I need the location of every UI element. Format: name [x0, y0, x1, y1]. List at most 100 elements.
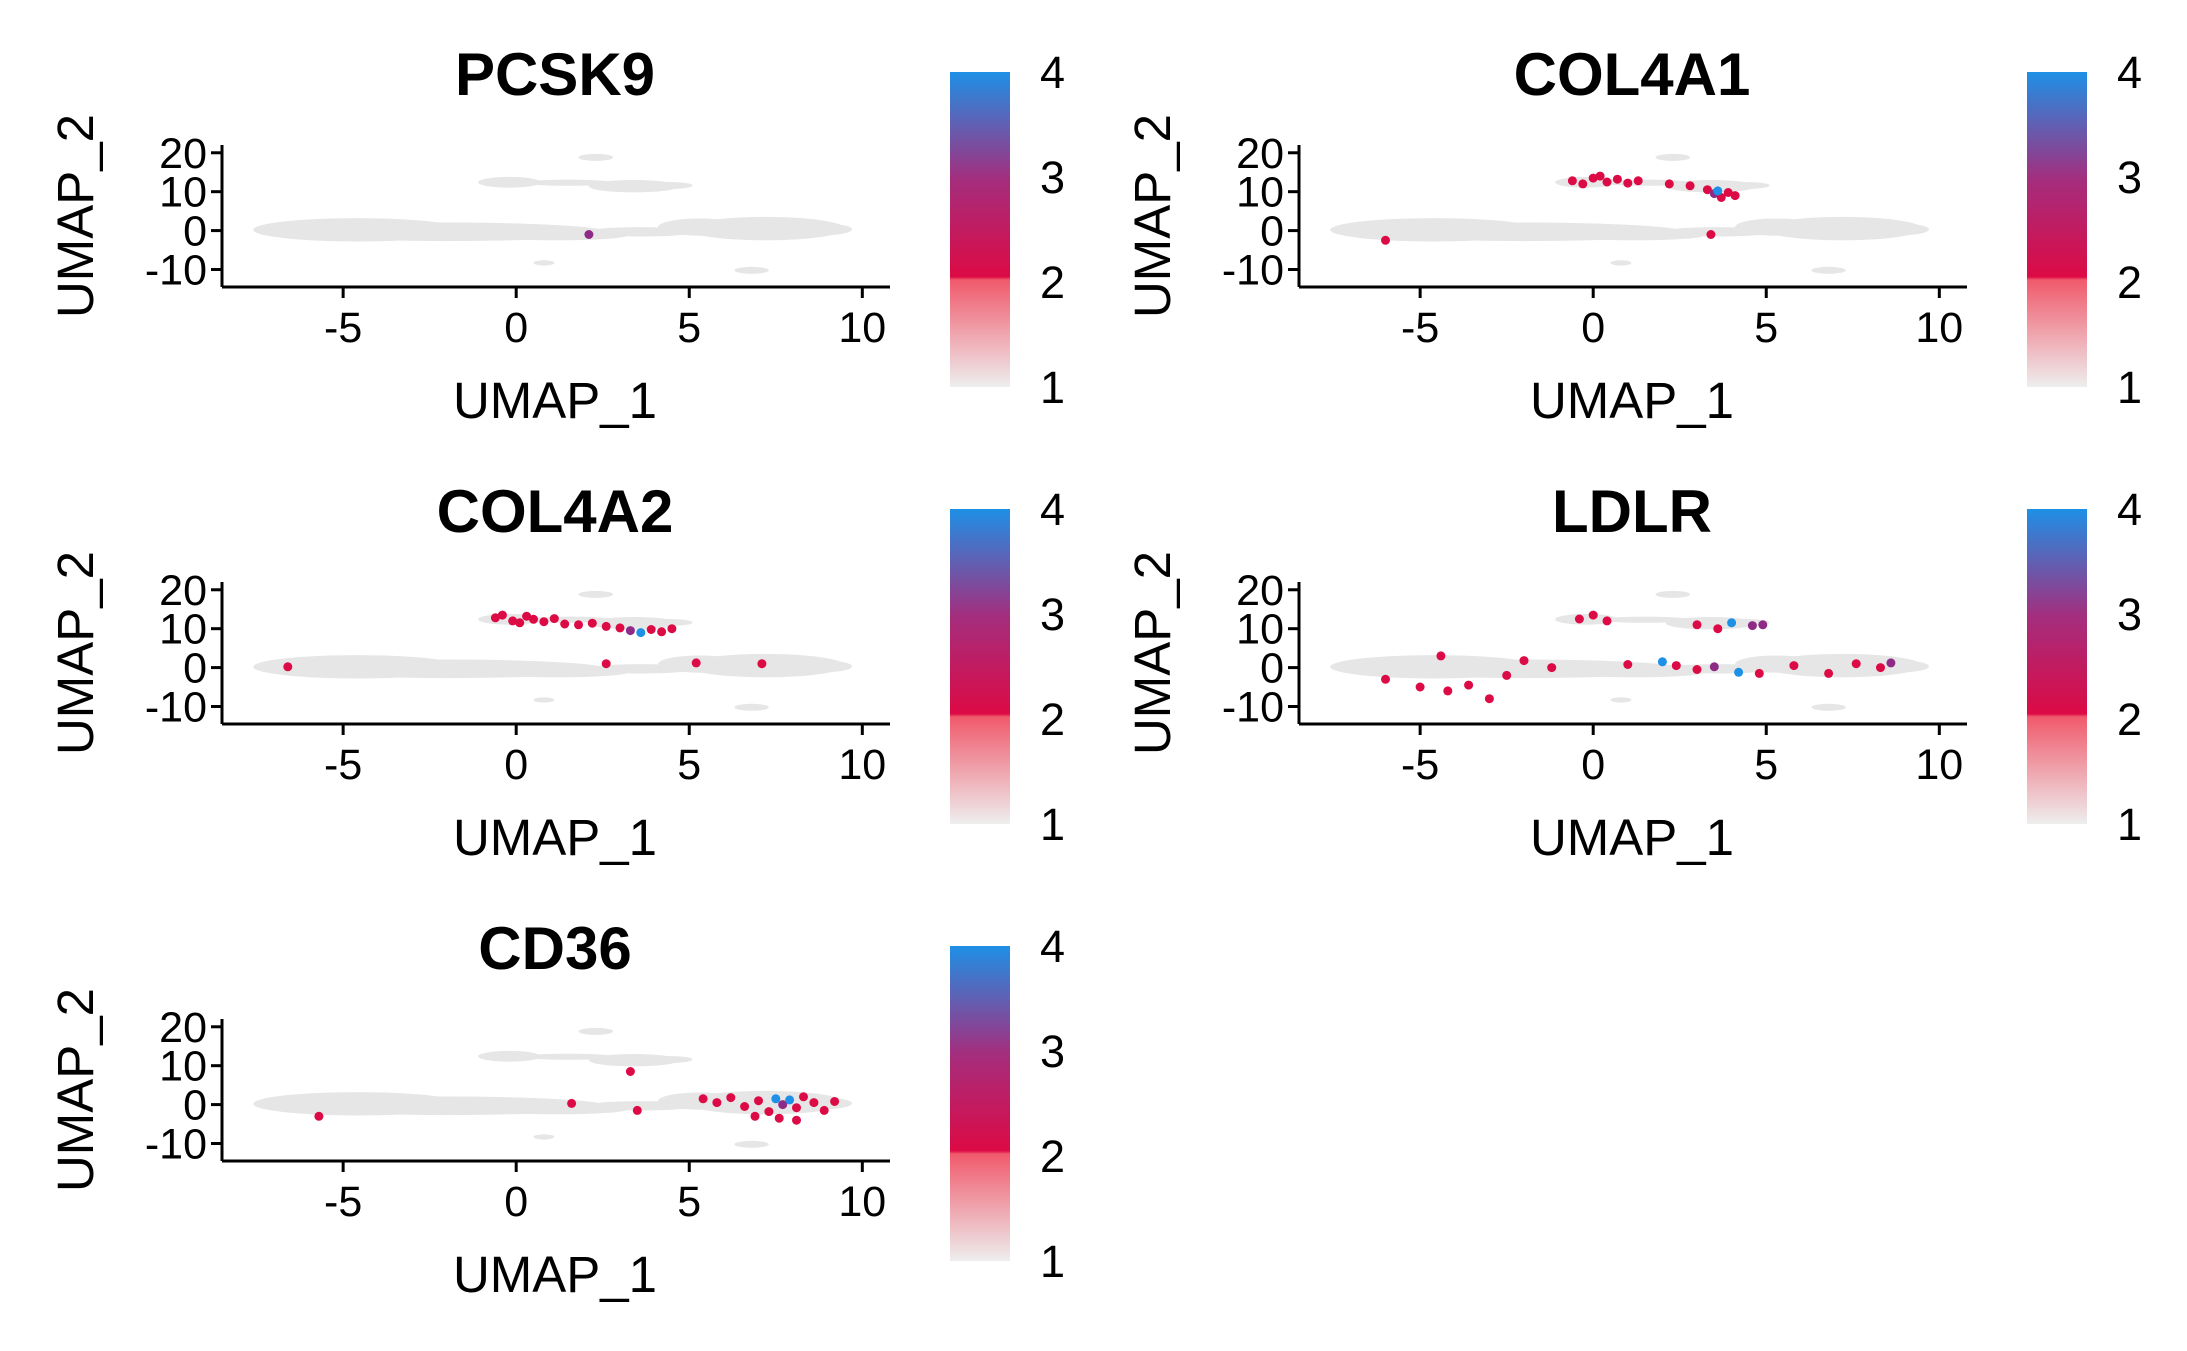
- expression-point: [1692, 665, 1702, 674]
- legend-tick-label: 2: [1040, 1131, 1065, 1182]
- x-tick-label: -5: [1401, 304, 1439, 352]
- expression-point: [1602, 177, 1612, 187]
- x-tick-label: 10: [838, 304, 886, 352]
- x-tick-label: 10: [1915, 741, 1963, 789]
- expression-point: [601, 621, 611, 631]
- x-tick-label: 10: [1915, 304, 1963, 352]
- expression-point: [1443, 686, 1453, 696]
- expression-point: [632, 1105, 642, 1115]
- expression-point: [1747, 621, 1757, 631]
- y-tick-label: 0: [1260, 208, 1284, 256]
- legend-tick-label: 4: [1040, 484, 1065, 535]
- expression-point: [1713, 624, 1723, 634]
- cell-cluster: [1873, 223, 1929, 236]
- expression-point: [567, 1098, 577, 1108]
- expression-point: [809, 1098, 819, 1108]
- background-cells: [253, 153, 852, 274]
- expression-point: [497, 610, 507, 620]
- y-tick-label: 20: [159, 1004, 207, 1052]
- color-legend: 1 2 3 4: [950, 47, 1065, 413]
- color-legend: 1 2 3 4: [2027, 484, 2142, 850]
- expression-point: [601, 659, 611, 669]
- expression-point: [819, 1105, 829, 1115]
- expression-point: [1851, 659, 1861, 669]
- expression-point: [657, 627, 667, 637]
- expression-point: [1727, 618, 1737, 628]
- x-axis-label: UMAP_1: [1530, 809, 1734, 866]
- y-tick-label: 10: [159, 169, 207, 217]
- legend-tick-label: 4: [2117, 47, 2142, 98]
- legend-tick-label: 4: [2117, 484, 2142, 535]
- expression-point: [615, 623, 625, 633]
- expression-point: [1519, 656, 1529, 666]
- x-tick-label: 10: [838, 741, 886, 789]
- legend-ticks: 1 2 3 4: [1040, 47, 1065, 413]
- legend-tick-label: 1: [1040, 799, 1065, 850]
- expression-point: [750, 1111, 760, 1121]
- expression-point: [1730, 191, 1740, 201]
- x-tick-label: 0: [504, 304, 528, 352]
- background-cells: [253, 1027, 852, 1148]
- y-tick-label: 20: [159, 567, 207, 615]
- expression-point: [774, 1113, 784, 1123]
- color-legend: 1 2 3 4: [950, 921, 1065, 1287]
- x-tick-label: 5: [1754, 304, 1778, 352]
- cell-cluster: [1721, 182, 1770, 189]
- expression-point: [1633, 176, 1643, 186]
- expression-point: [515, 618, 525, 628]
- expression-point: [1876, 663, 1885, 673]
- expression-point: [1685, 181, 1695, 191]
- expression-point: [799, 1092, 808, 1102]
- y-tick-label: 0: [183, 645, 207, 693]
- x-tick-label: 5: [1754, 741, 1778, 789]
- expression-point: [574, 620, 583, 630]
- expression-point: [1574, 614, 1584, 624]
- expression-point: [792, 1103, 801, 1113]
- expression-point: [1754, 668, 1764, 678]
- expression-point: [1664, 179, 1674, 189]
- cell-cluster: [523, 179, 614, 186]
- legend-tick-label: 2: [1040, 694, 1065, 745]
- expression-point: [1588, 610, 1598, 620]
- legend-tick-label: 3: [2117, 152, 2142, 203]
- expression-point: [1623, 178, 1633, 188]
- y-axis-label: UMAP_2: [47, 988, 104, 1192]
- legend-tick-label: 3: [1040, 1026, 1065, 1077]
- panel-title: PCSK9: [455, 41, 655, 108]
- y-tick-label: 20: [1236, 567, 1284, 615]
- cell-cluster: [478, 176, 541, 188]
- expression-point: [636, 628, 646, 638]
- expression-point: [1716, 193, 1726, 202]
- y-tick-label: -10: [145, 1120, 207, 1168]
- x-tick-label: -5: [324, 1178, 362, 1226]
- legend-tick-label: 2: [1040, 257, 1065, 308]
- x-ticks: -5 0 5 10: [324, 287, 886, 352]
- legend-ticks: 1 2 3 4: [2117, 484, 2142, 850]
- cell-cluster: [256, 1099, 340, 1112]
- cell-cluster: [256, 225, 340, 238]
- expression-point: [740, 1102, 750, 1111]
- panel-title: CD36: [478, 915, 631, 982]
- x-tick-label: 5: [677, 304, 701, 352]
- cell-cluster: [1600, 616, 1691, 623]
- y-axis-label: UMAP_2: [1124, 551, 1181, 755]
- legend-tick-label: 4: [1040, 47, 1065, 98]
- x-tick-label: -5: [324, 304, 362, 352]
- expression-point: [667, 624, 677, 634]
- legend-colorbar: [2027, 72, 2087, 387]
- cell-cluster: [644, 619, 693, 626]
- expression-point: [625, 1067, 635, 1076]
- expression-point: [754, 1096, 763, 1106]
- legend-ticks: 1 2 3 4: [1040, 921, 1065, 1287]
- legend-tick-label: 1: [1040, 1236, 1065, 1287]
- background-cells: [1330, 590, 1929, 711]
- expression-point: [1595, 171, 1605, 181]
- cell-cluster: [523, 1053, 614, 1060]
- expression-point: [691, 658, 701, 668]
- expression-point: [587, 618, 597, 628]
- cell-cluster: [533, 697, 555, 703]
- expression-point: [1436, 651, 1446, 661]
